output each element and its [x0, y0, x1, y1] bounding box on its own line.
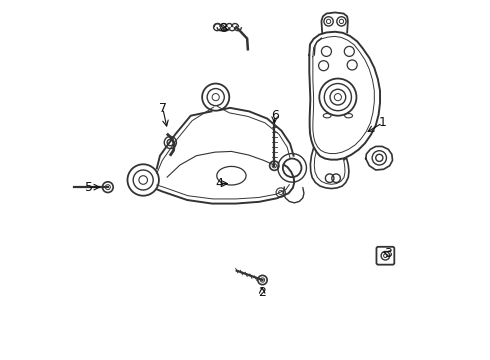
Text: 8: 8	[219, 22, 227, 35]
Text: 2: 2	[258, 286, 266, 299]
Text: 4: 4	[215, 177, 223, 190]
Text: 3: 3	[384, 247, 392, 260]
Text: 7: 7	[159, 102, 167, 115]
Text: 6: 6	[270, 109, 279, 122]
Text: 1: 1	[379, 116, 387, 129]
Text: 5: 5	[85, 181, 93, 194]
